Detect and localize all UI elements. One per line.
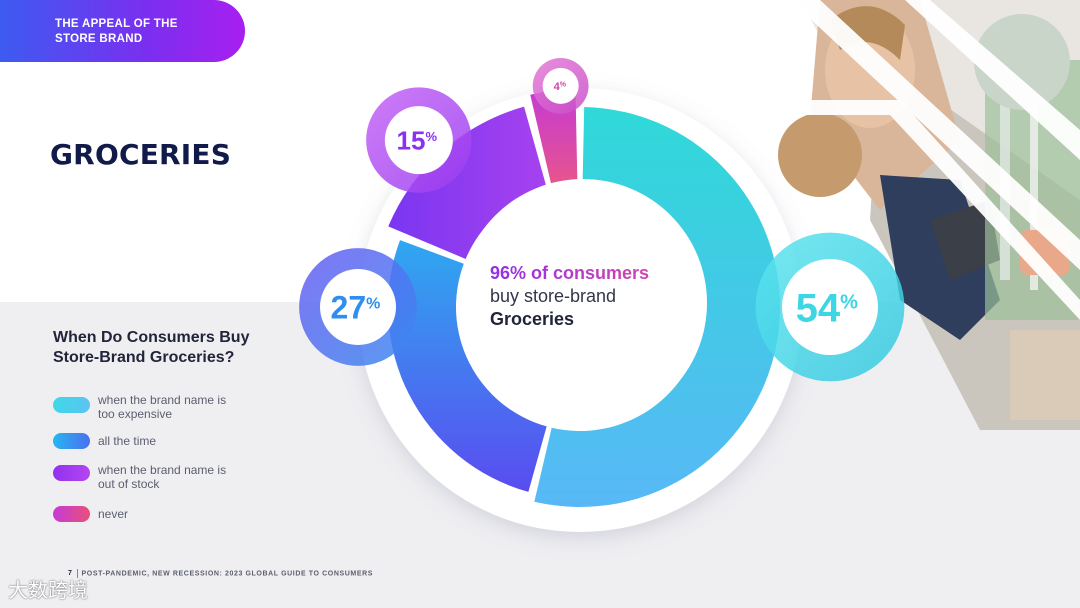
center-subline: buy store-brand: [490, 286, 617, 306]
bubble-face: [782, 259, 878, 355]
center-category: Groceries: [490, 309, 575, 329]
legend-swatch: [53, 397, 90, 413]
value-bubble-too-expensive: 54%: [755, 232, 905, 382]
grocery-photo-collage: [778, 0, 1080, 430]
legend-label-line-1: when the brand name is: [98, 393, 227, 407]
value-bubble-out-of-stock: 15%: [366, 87, 472, 193]
footer-publication-title: POST-PANDEMIC, NEW RECESSION: 2023 GLOBA…: [81, 570, 374, 578]
bubble-face: [384, 106, 453, 175]
legend-label: when the brand name is out of stock: [98, 463, 248, 491]
value-bubble-never: 4%: [532, 57, 589, 114]
section-header-label: THE APPEAL OF THE STORE BRAND: [55, 17, 235, 47]
page-footer: 7 POST-PANDEMIC, NEW RECESSION: 2023 GLOB…: [68, 569, 373, 578]
footer-divider: [76, 569, 78, 578]
legend-label: when the brand name is too expensive: [98, 393, 248, 421]
legend-title-line-1: When Do Consumers Buy: [53, 329, 250, 346]
value-bubble-all-the-time: 27%: [299, 248, 417, 366]
page-number: 7: [68, 570, 73, 578]
legend-swatch: [53, 506, 90, 522]
watermark-logo-text: 大数跨境: [8, 578, 88, 602]
donut-center-caption: 96% of consumers buy store-brand Groceri…: [468, 262, 688, 330]
slice-all-the-time: [388, 240, 547, 492]
legend-swatch: [53, 465, 90, 481]
legend-title-line-2: Store-Brand Groceries?: [53, 349, 235, 366]
donut-hole: [459, 179, 707, 427]
legend-swatch: [53, 433, 90, 449]
legend-label-line-1: when the brand name is: [98, 463, 227, 477]
center-headline: 96% of consumers: [468, 262, 688, 284]
slice-too-expensive: [534, 107, 781, 508]
legend-label-line-2: too expensive: [98, 407, 173, 421]
legend-label: never: [98, 507, 248, 521]
legend-label-line-1: all the time: [98, 434, 157, 448]
page-title: GROCERIES: [50, 138, 232, 171]
section-header-pill: THE APPEAL OF THE STORE BRAND: [0, 0, 245, 62]
legend-title: When Do Consumers Buy Store-Brand Grocer…: [53, 328, 293, 368]
bubble-face: [320, 269, 396, 345]
legend-label: all the time: [98, 434, 248, 448]
header-line-1: THE APPEAL OF THE: [55, 18, 178, 30]
header-line-2: STORE BRAND: [55, 33, 143, 45]
slice-never: [530, 89, 578, 187]
bubble-face: [542, 67, 579, 104]
slice-out-of-stock: [388, 106, 547, 259]
legend-label-line-1: never: [98, 507, 129, 521]
legend-label-line-2: out of stock: [98, 477, 160, 491]
